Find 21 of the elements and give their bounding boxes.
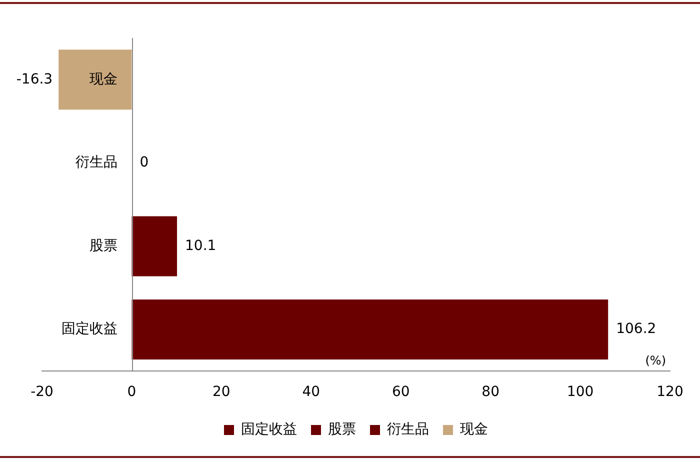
y-tick-label: 股票 (90, 238, 118, 254)
y-tick-label: 衍生品 (76, 154, 118, 171)
data-label: 10.1 (185, 238, 216, 254)
legend-label: 现金 (460, 422, 488, 438)
x-tick-label: 120 (656, 384, 684, 400)
y-tick-label: 现金 (90, 71, 118, 88)
x-tick-label: 40 (302, 384, 320, 400)
data-label: 0 (140, 154, 149, 171)
x-tick-label: -20 (30, 384, 54, 400)
x-tick-label: 20 (212, 384, 230, 400)
data-label: 106.2 (616, 321, 656, 338)
data-label: -16.3 (16, 71, 53, 88)
x-tick-label: 80 (482, 384, 500, 400)
legend-label: 股票 (328, 422, 356, 438)
legend-label: 固定收益 (241, 422, 297, 438)
x-tick-label: 0 (127, 384, 136, 400)
legend-label: 衍生品 (387, 422, 429, 438)
x-tick-label: 60 (392, 384, 410, 400)
x-tick-label: 100 (566, 384, 594, 400)
y-tick-label: 固定收益 (62, 321, 118, 338)
annotation: (%) (645, 353, 666, 368)
